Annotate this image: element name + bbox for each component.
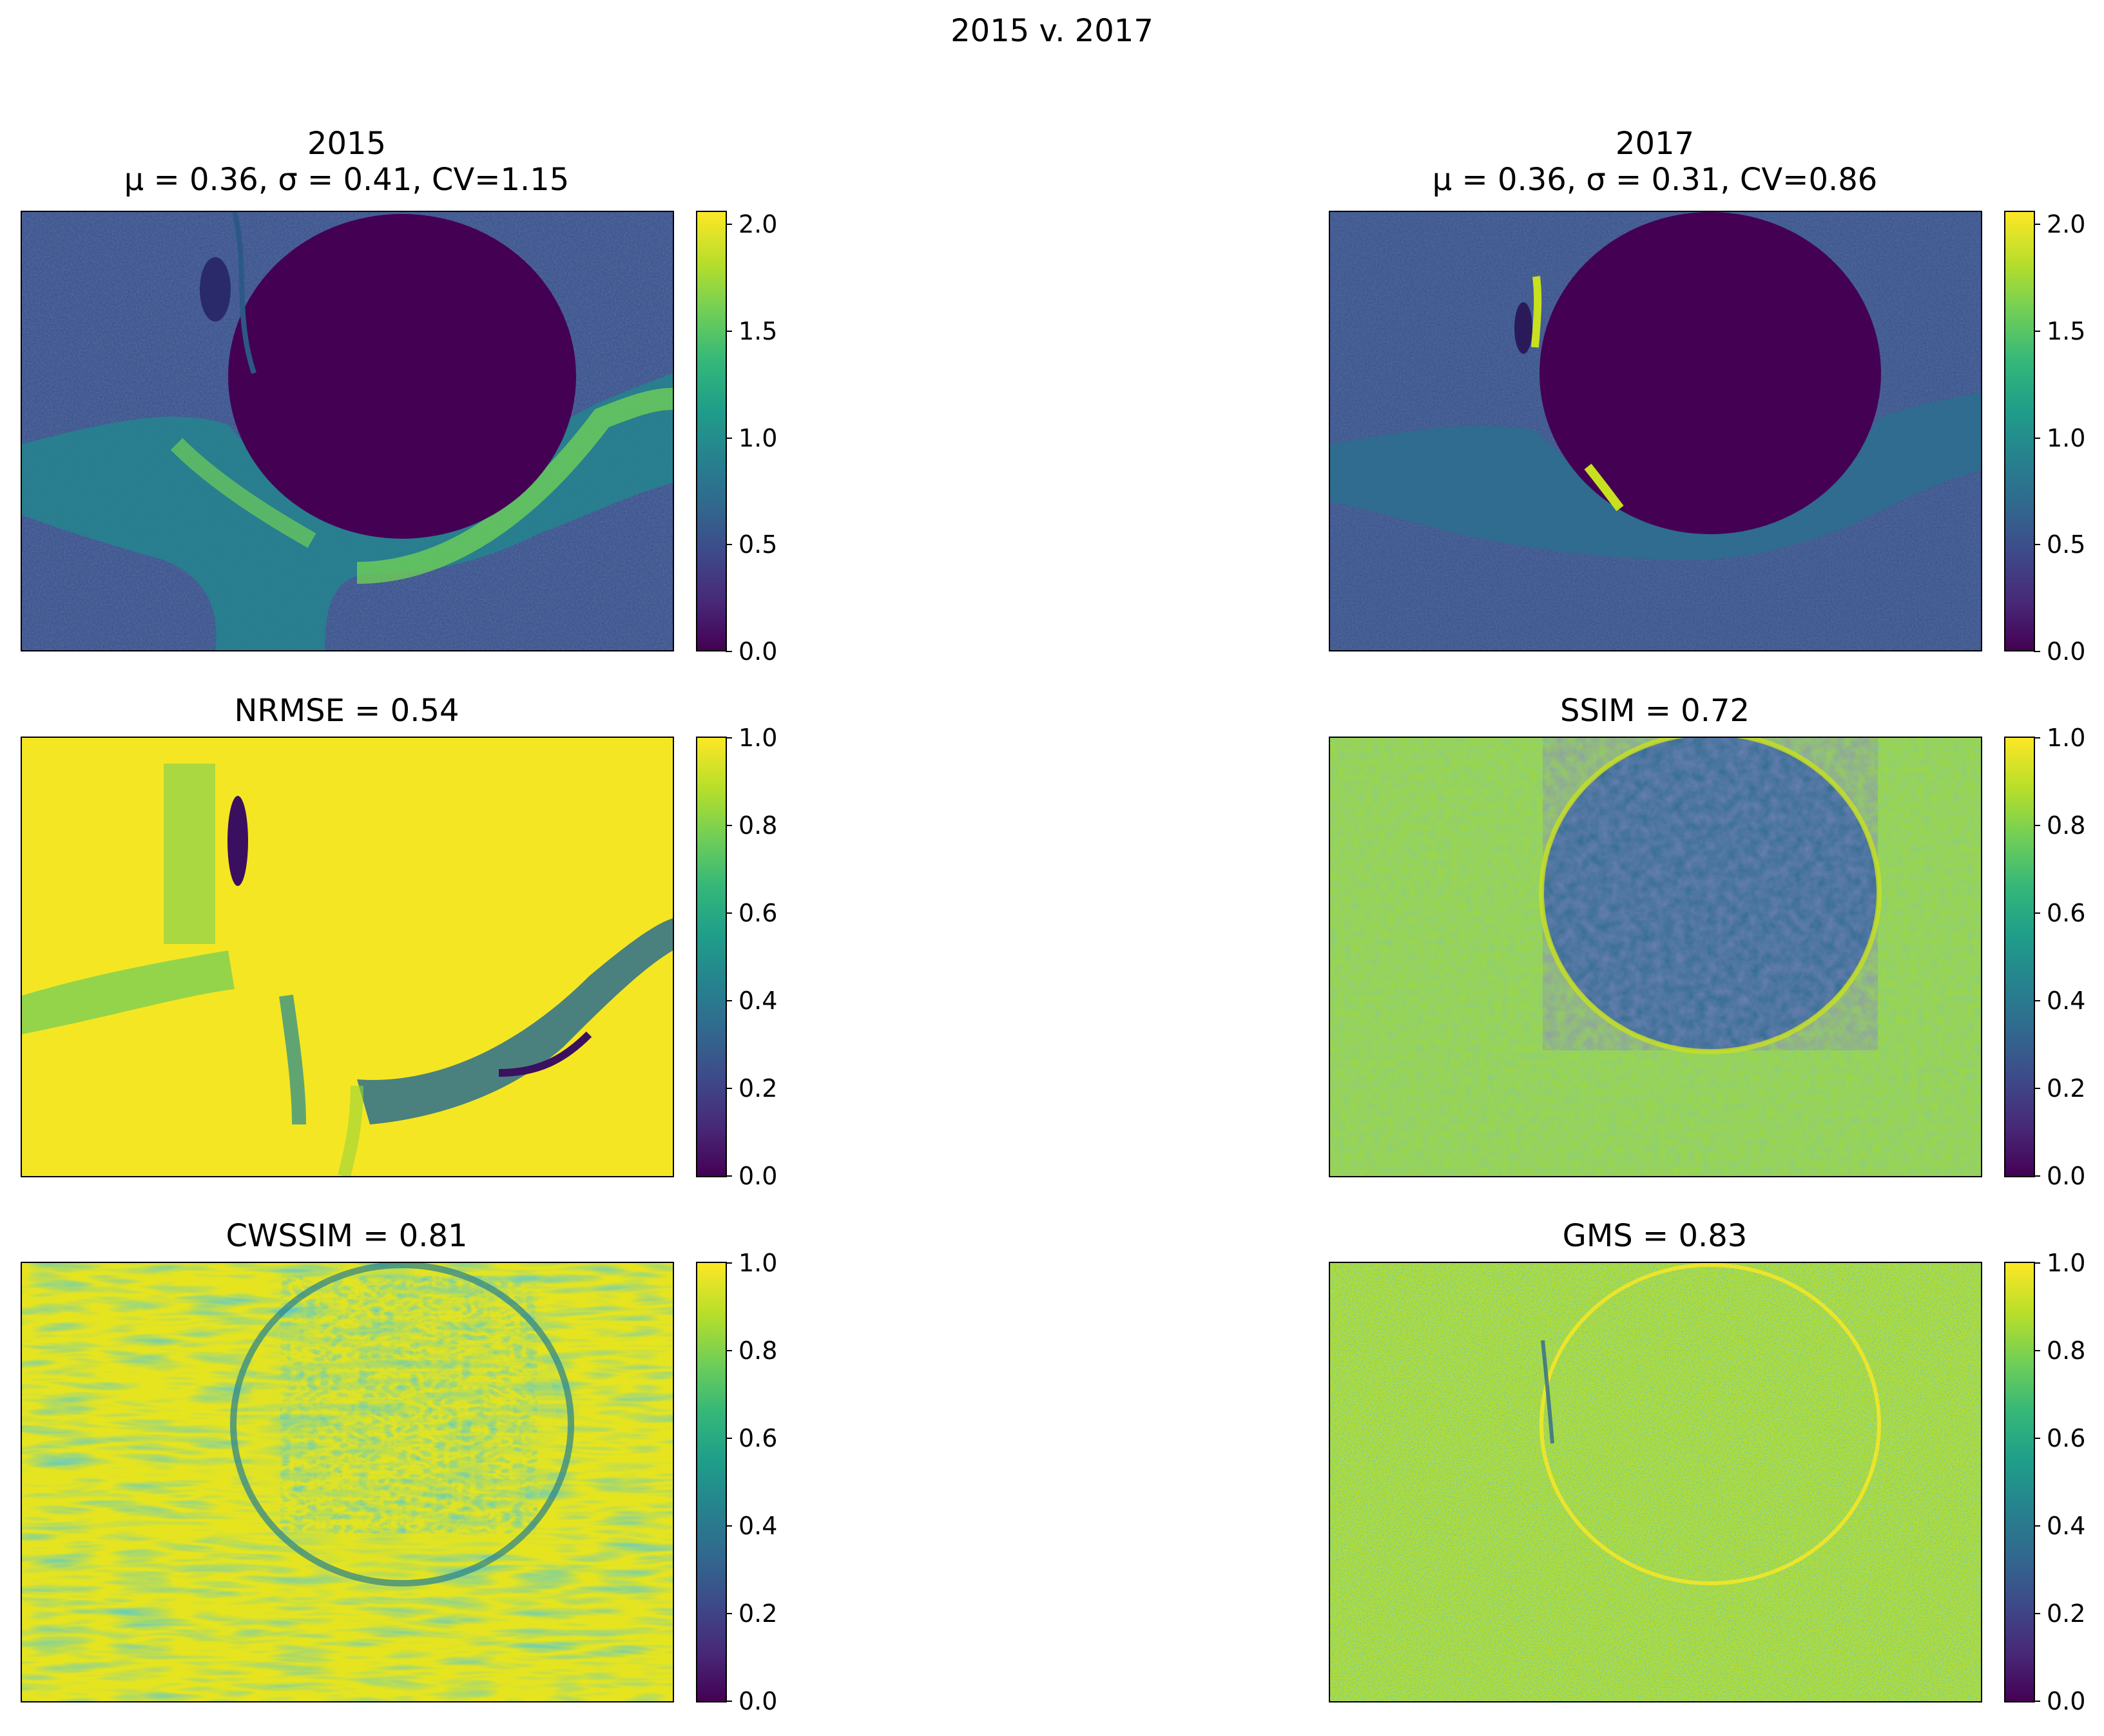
image-2017 bbox=[1329, 211, 1982, 651]
tick-label: 0.5 bbox=[738, 530, 778, 559]
image-cwssim-render bbox=[22, 1263, 673, 1701]
panel-title-line-1: CWSSIM = 0.81 bbox=[226, 1218, 468, 1254]
colorbar-ssim bbox=[2004, 737, 2035, 1177]
tick-label: 1.0 bbox=[2047, 424, 2086, 452]
tick-label: 1.0 bbox=[738, 724, 778, 752]
panel-title-line-2: μ = 0.36, σ = 0.41, CV=1.15 bbox=[124, 162, 570, 198]
tick-label: 1.0 bbox=[2047, 1249, 2086, 1277]
tick-label: 0.8 bbox=[738, 1336, 778, 1365]
panel-title-line-2: μ = 0.36, σ = 0.31, CV=0.86 bbox=[1432, 162, 1878, 198]
tick-label: 0.0 bbox=[2047, 637, 2086, 666]
tick-label: 0.2 bbox=[738, 1074, 778, 1103]
tick-label: 0.4 bbox=[2047, 987, 2086, 1015]
panel-title-line-1: 2017 bbox=[1615, 126, 1695, 162]
tick-label: 0.0 bbox=[738, 637, 778, 666]
image-nrmse-render bbox=[22, 738, 673, 1176]
tick-label: 1.0 bbox=[738, 424, 778, 452]
tick-label: 0.2 bbox=[2047, 1599, 2086, 1628]
tick-label: 1.0 bbox=[2047, 724, 2086, 752]
panel-title: CWSSIM = 0.81 bbox=[21, 1218, 673, 1254]
image-2017-render bbox=[1330, 212, 1981, 650]
tick-label: 0.2 bbox=[738, 1599, 778, 1628]
tick-label: 0.2 bbox=[2047, 1074, 2086, 1103]
colorbar-nrmse bbox=[696, 737, 727, 1177]
panel-title-line-1: SSIM = 0.72 bbox=[1559, 693, 1750, 729]
image-cwssim bbox=[21, 1262, 674, 1702]
image-ssim bbox=[1329, 737, 1982, 1177]
tick-label: 0.0 bbox=[738, 1162, 778, 1190]
tick-label: 0.6 bbox=[738, 1424, 778, 1452]
colorbar-gms bbox=[2004, 1262, 2035, 1702]
tick-label: 1.0 bbox=[738, 1249, 778, 1277]
tick-label: 0.5 bbox=[2047, 530, 2086, 559]
tick-label: 0.6 bbox=[738, 899, 778, 927]
tick-label: 0.6 bbox=[2047, 899, 2086, 927]
panel-title-line-1: NRMSE = 0.54 bbox=[234, 693, 459, 729]
tick-label: 0.0 bbox=[2047, 1687, 2086, 1715]
panel-title-line-1: GMS = 0.83 bbox=[1562, 1218, 1748, 1254]
panel-title: 2017 μ = 0.36, σ = 0.31, CV=0.86 bbox=[1329, 126, 1981, 198]
panel-title: SSIM = 0.72 bbox=[1329, 693, 1981, 729]
panel-title: NRMSE = 0.54 bbox=[21, 693, 673, 729]
colorbar-2015 bbox=[696, 211, 727, 651]
image-2015 bbox=[21, 211, 674, 651]
colorbar-2017 bbox=[2004, 211, 2035, 651]
tick-label: 0.0 bbox=[738, 1687, 778, 1715]
tick-label: 1.5 bbox=[738, 317, 778, 345]
tick-label: 2.0 bbox=[738, 210, 778, 238]
tick-label: 1.5 bbox=[2047, 317, 2086, 345]
panel-title-line-1: 2015 bbox=[307, 126, 387, 162]
image-gms bbox=[1329, 1262, 1982, 1702]
image-2015-render bbox=[22, 212, 673, 650]
image-nrmse bbox=[21, 737, 674, 1177]
tick-label: 0.8 bbox=[738, 811, 778, 840]
image-ssim-render bbox=[1330, 738, 1981, 1176]
tick-label: 2.0 bbox=[2047, 210, 2086, 238]
figure-title: 2015 v. 2017 bbox=[951, 13, 1153, 49]
colorbar-cwssim bbox=[696, 1262, 727, 1702]
tick-label: 0.0 bbox=[2047, 1162, 2086, 1190]
panel-title: GMS = 0.83 bbox=[1329, 1218, 1981, 1254]
image-gms-render bbox=[1330, 1263, 1981, 1701]
panel-title: 2015 μ = 0.36, σ = 0.41, CV=1.15 bbox=[21, 126, 673, 198]
tick-label: 0.8 bbox=[2047, 1336, 2086, 1365]
tick-label: 0.4 bbox=[2047, 1512, 2086, 1540]
tick-label: 0.6 bbox=[2047, 1424, 2086, 1452]
tick-label: 0.4 bbox=[738, 1512, 778, 1540]
tick-label: 0.4 bbox=[738, 987, 778, 1015]
tick-label: 0.8 bbox=[2047, 811, 2086, 840]
